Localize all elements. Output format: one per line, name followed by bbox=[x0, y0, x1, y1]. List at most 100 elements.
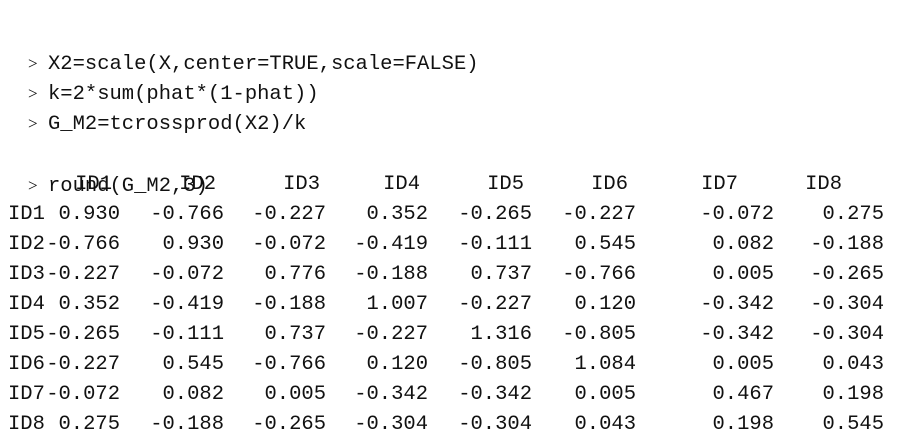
matrix-cell: -0.227 bbox=[354, 323, 428, 346]
matrix-cell: -0.188 bbox=[252, 293, 326, 316]
matrix-cell: 0.352 bbox=[58, 293, 120, 316]
prompt-symbol: > bbox=[28, 84, 38, 103]
matrix-cell: 1.316 bbox=[470, 323, 532, 346]
matrix-cell: -0.227 bbox=[46, 263, 120, 286]
matrix-row-label: ID1 bbox=[8, 203, 45, 226]
matrix-cell: -0.766 bbox=[46, 233, 120, 256]
matrix-row: ID4 0.352 -0.419 -0.188 1.007 -0.227 0.120 -0.3… bbox=[8, 290, 904, 320]
matrix-row-label: ID6 bbox=[8, 353, 45, 376]
matrix-row: ID3 -0.227 -0.072 0.776 -0.188 0.737 -0.766 0.0… bbox=[8, 260, 904, 290]
matrix-column-header: ID2 bbox=[179, 173, 216, 196]
matrix-cell: 1.007 bbox=[366, 293, 428, 316]
matrix-cell: -0.304 bbox=[354, 413, 428, 436]
matrix-cell: -0.805 bbox=[562, 323, 636, 346]
command-line: > G_M2=tcrossprod(X2)/k bbox=[8, 78, 904, 136]
matrix-cell: -0.419 bbox=[354, 233, 428, 256]
matrix-cell: -0.342 bbox=[700, 293, 774, 316]
matrix-cell: 0.005 bbox=[574, 383, 636, 406]
matrix-column-header: ID5 bbox=[487, 173, 524, 196]
matrix-cell: -0.265 bbox=[252, 413, 326, 436]
matrix-cell: -0.072 bbox=[700, 203, 774, 226]
matrix-cell: 0.120 bbox=[366, 353, 428, 376]
matrix-cell: -0.227 bbox=[252, 203, 326, 226]
matrix-row-label: ID8 bbox=[8, 413, 45, 436]
matrix-cell: -0.419 bbox=[150, 293, 224, 316]
prompt-symbol: > bbox=[28, 54, 38, 73]
matrix-cell: 0.005 bbox=[264, 383, 326, 406]
matrix-cell: -0.072 bbox=[46, 383, 120, 406]
matrix-column-header: ID1 bbox=[75, 173, 112, 196]
matrix-cell: 0.275 bbox=[58, 413, 120, 436]
matrix-row: ID5 -0.265 -0.111 0.737 -0.227 1.316 -0.805 -0.… bbox=[8, 320, 904, 350]
matrix-cell: -0.188 bbox=[354, 263, 428, 286]
matrix-column-header: ID6 bbox=[591, 173, 628, 196]
matrix-cell: 0.737 bbox=[470, 263, 532, 286]
command-text: G_M2=tcrossprod(X2)/k bbox=[48, 113, 307, 136]
matrix-column-header: ID4 bbox=[383, 173, 420, 196]
matrix-cell: -0.265 bbox=[46, 323, 120, 346]
matrix-column-header: ID7 bbox=[701, 173, 738, 196]
matrix-cell: -0.342 bbox=[354, 383, 428, 406]
matrix-column-header: ID3 bbox=[283, 173, 320, 196]
matrix-row-label: ID7 bbox=[8, 383, 45, 406]
matrix-cell: -0.227 bbox=[562, 203, 636, 226]
matrix-cell: 0.545 bbox=[574, 233, 636, 256]
matrix-row: ID1 0.930 -0.766 -0.227 0.352 -0.265 -0.227 -0.… bbox=[8, 200, 904, 230]
r-console-output: > X2=scale(X,center=TRUE,scale=FALSE) > k=… bbox=[8, 18, 904, 440]
matrix-cell: -0.265 bbox=[810, 263, 884, 286]
matrix-cell: -0.304 bbox=[810, 293, 884, 316]
matrix-cell: -0.766 bbox=[252, 353, 326, 376]
matrix-cell: 0.737 bbox=[264, 323, 326, 346]
matrix-cell: -0.304 bbox=[810, 323, 884, 346]
matrix-cell: -0.805 bbox=[458, 353, 532, 376]
matrix-cell: -0.342 bbox=[458, 383, 532, 406]
matrix-cell: -0.227 bbox=[46, 353, 120, 376]
command-text: k=2*sum(phat*(1-phat)) bbox=[48, 83, 319, 106]
command-line: > round(G_M2,3) bbox=[8, 140, 904, 198]
matrix-cell: -0.111 bbox=[150, 323, 224, 346]
command-line: > X2=scale(X,center=TRUE,scale=FALSE) bbox=[8, 18, 904, 76]
command-text: round(G_M2,3) bbox=[48, 175, 208, 198]
matrix-cell: 0.120 bbox=[574, 293, 636, 316]
matrix-cell: 0.043 bbox=[822, 353, 884, 376]
matrix-row-label: ID3 bbox=[8, 263, 45, 286]
matrix-cell: 0.467 bbox=[712, 383, 774, 406]
command-text: X2=scale(X,center=TRUE,scale=FALSE) bbox=[48, 53, 479, 76]
matrix-cell: 0.005 bbox=[712, 263, 774, 286]
matrix-cell: 0.275 bbox=[822, 203, 884, 226]
matrix-row-label: ID4 bbox=[8, 293, 45, 316]
matrix-cell: -0.188 bbox=[810, 233, 884, 256]
matrix-cell: 0.198 bbox=[822, 383, 884, 406]
matrix-cell: 0.198 bbox=[712, 413, 774, 436]
matrix-cell: 0.352 bbox=[366, 203, 428, 226]
matrix-cell: -0.072 bbox=[252, 233, 326, 256]
matrix-row-label: ID5 bbox=[8, 323, 45, 346]
matrix-cell: 0.545 bbox=[822, 413, 884, 436]
matrix-row: ID7 -0.072 0.082 0.005 -0.342 -0.342 0.005 0.46… bbox=[8, 380, 904, 410]
matrix-cell: 0.043 bbox=[574, 413, 636, 436]
prompt-symbol: > bbox=[28, 114, 38, 133]
matrix-cell: 0.930 bbox=[162, 233, 224, 256]
matrix-row: ID8 0.275 -0.188 -0.265 -0.304 -0.304 0.043 0.1… bbox=[8, 410, 904, 440]
matrix-cell: -0.227 bbox=[458, 293, 532, 316]
matrix-output: ID1 ID2 ID3 ID4 ID5 ID6 ID7 ID8 ID1 0.930 -0.766 -0… bbox=[8, 170, 904, 440]
matrix-cell: -0.342 bbox=[700, 323, 774, 346]
matrix-cell: 0.082 bbox=[712, 233, 774, 256]
matrix-row-label: ID2 bbox=[8, 233, 45, 256]
matrix-cell: -0.072 bbox=[150, 263, 224, 286]
matrix-header-row: ID1 ID2 ID3 ID4 ID5 ID6 ID7 ID8 bbox=[8, 170, 904, 200]
matrix-cell: 0.930 bbox=[58, 203, 120, 226]
matrix-column-header: ID8 bbox=[805, 173, 842, 196]
matrix-cell: 0.082 bbox=[162, 383, 224, 406]
matrix-cell: 0.545 bbox=[162, 353, 224, 376]
matrix-cell: -0.766 bbox=[150, 203, 224, 226]
matrix-cell: -0.766 bbox=[562, 263, 636, 286]
matrix-row: ID2 -0.766 0.930 -0.072 -0.419 -0.111 0.545 0.0… bbox=[8, 230, 904, 260]
matrix-cell: 0.776 bbox=[264, 263, 326, 286]
matrix-cell: -0.265 bbox=[458, 203, 532, 226]
prompt-symbol: > bbox=[28, 176, 38, 195]
matrix-cell: -0.188 bbox=[150, 413, 224, 436]
matrix-cell: -0.304 bbox=[458, 413, 532, 436]
command-line: > k=2*sum(phat*(1-phat)) bbox=[8, 48, 904, 106]
matrix-cell: -0.111 bbox=[458, 233, 532, 256]
